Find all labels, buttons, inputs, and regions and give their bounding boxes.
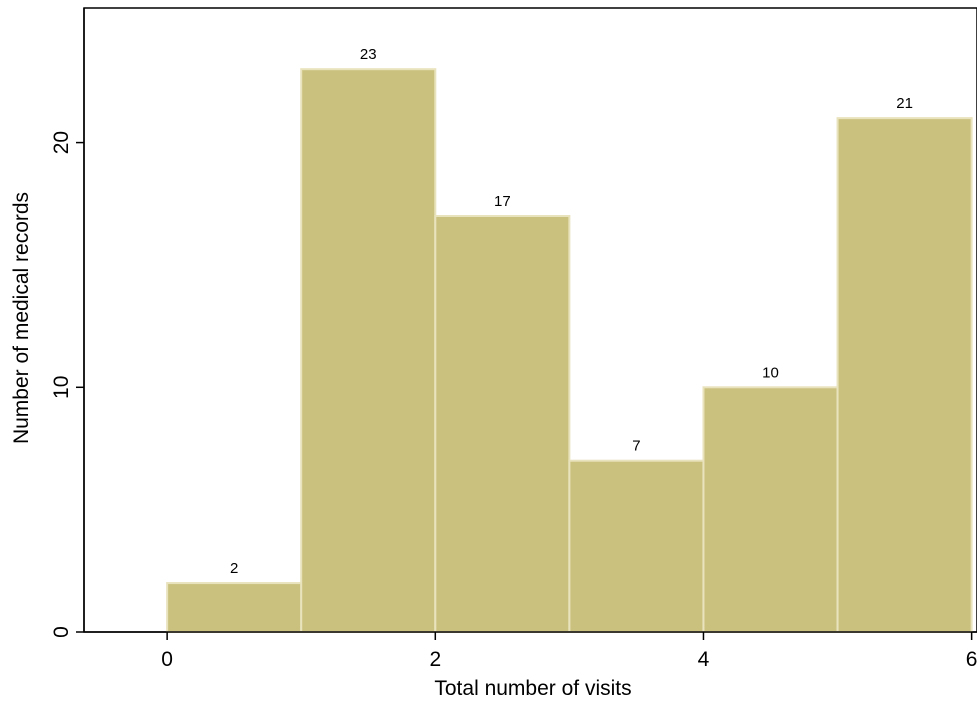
data-label-4: 10 xyxy=(762,364,779,381)
x-tick-label-0: 0 xyxy=(161,648,173,671)
y-axis-title: Number of medical records xyxy=(10,192,33,444)
data-labels-group: 2 23 17 7 10 21 xyxy=(230,46,913,577)
data-label-2: 17 xyxy=(494,193,511,210)
data-label-0: 2 xyxy=(230,560,238,577)
x-tick-label-2: 4 xyxy=(698,648,710,671)
y-tick-label-2: 20 xyxy=(50,131,73,154)
bar-5 xyxy=(836,117,973,633)
bar-4 xyxy=(702,386,839,634)
x-tick-label-1: 2 xyxy=(429,648,441,671)
y-tick-label-0: 0 xyxy=(50,626,73,638)
x-tick-label-3: 6 xyxy=(966,648,977,671)
y-ticks-group: 0 10 20 xyxy=(50,131,84,638)
bar-0 xyxy=(166,582,303,634)
data-label-3: 7 xyxy=(632,438,640,455)
data-label-1: 23 xyxy=(360,46,377,63)
x-ticks-group: 0 2 4 6 xyxy=(161,632,977,671)
x-axis-title: Total number of visits xyxy=(434,677,631,700)
bar-2 xyxy=(434,215,571,633)
data-label-5: 21 xyxy=(896,95,913,112)
bar-1 xyxy=(300,68,437,634)
y-tick-label-1: 10 xyxy=(50,376,73,399)
bar-3 xyxy=(568,459,705,633)
